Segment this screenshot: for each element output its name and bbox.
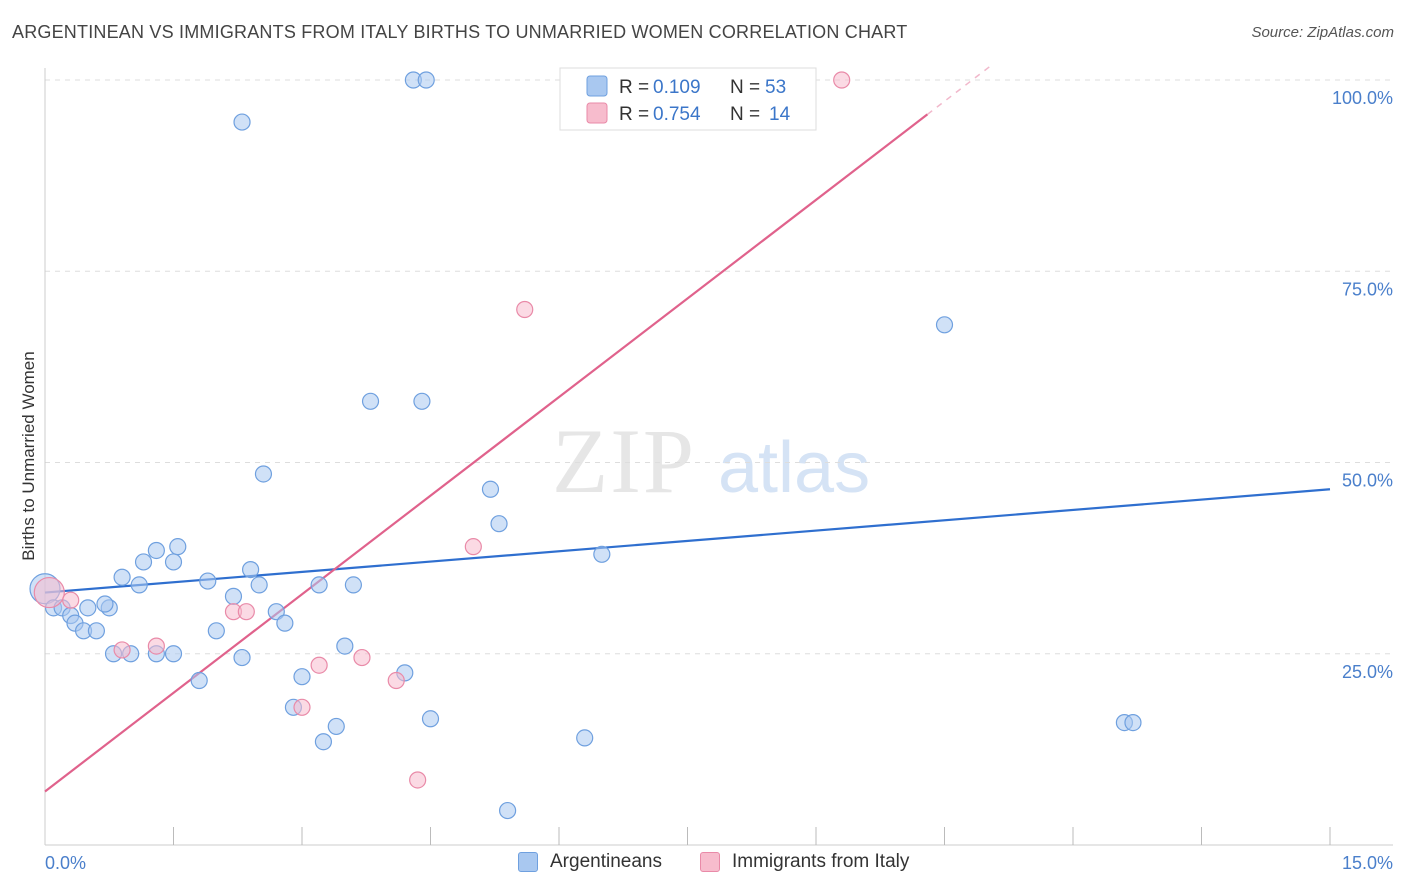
trendline-italy-extension [926, 64, 993, 116]
point-italy [237, 603, 255, 621]
point-argentineans [164, 553, 183, 571]
legend-n-value-1: 53 [765, 77, 786, 98]
point-italy [147, 637, 165, 655]
point-argentineans [310, 576, 328, 594]
point-argentineans [233, 648, 251, 667]
point-argentineans [336, 637, 354, 655]
tick-labels: 25.0% 50.0% 75.0% 100.0% 0.0% 15.0% [45, 88, 1393, 873]
point-italy [516, 300, 534, 319]
point-argentineans [421, 710, 440, 728]
legend-swatch-italy [586, 102, 608, 124]
legend-swatch-argentineans [586, 75, 608, 97]
point-argentineans [96, 595, 114, 613]
watermark-atlas: atlas [718, 428, 870, 508]
point-argentineans [190, 671, 208, 690]
point-argentineans [413, 392, 431, 410]
point-argentineans [314, 733, 333, 751]
y-tick-label: 100.0% [1332, 88, 1393, 108]
legend-swatch-pink [700, 852, 720, 872]
point-argentineans [344, 576, 362, 594]
point-italy [387, 671, 405, 690]
point-argentineans [481, 480, 500, 498]
legend-r-value-2: 0.754 [653, 104, 701, 125]
point-italy [33, 576, 65, 609]
point-argentineans [417, 71, 435, 89]
point-argentineans [130, 576, 148, 594]
point-argentineans [79, 599, 97, 617]
point-argentineans [327, 717, 345, 736]
point-argentineans [250, 576, 268, 594]
point-argentineans [164, 645, 183, 663]
legend-r-label-1: R = [619, 77, 649, 98]
point-argentineans [935, 316, 954, 334]
point-argentineans [113, 568, 131, 586]
y-tick-label: 25.0% [1342, 662, 1393, 682]
top-legend: R = 0.109 N = 53 R = 0.754 N = 14 [559, 67, 817, 131]
point-italy [293, 698, 311, 716]
axes [44, 68, 1393, 846]
point-argentineans [254, 465, 273, 483]
legend-swatch-blue [518, 852, 538, 872]
y-axis-label: Births to Unmarried Women [19, 351, 38, 560]
legend-n-label-2: N = [730, 104, 760, 125]
legend-item-italy: Immigrants from Italy [700, 851, 909, 873]
point-argentineans [267, 603, 285, 621]
point-argentineans [233, 113, 251, 131]
point-argentineans [593, 545, 611, 563]
legend-r-label-2: R = [619, 104, 649, 125]
point-italy [833, 71, 851, 89]
point-argentineans [276, 614, 294, 632]
point-argentineans [134, 553, 153, 571]
point-argentineans [169, 538, 187, 556]
watermark-zip: ZIP [552, 410, 696, 512]
point-italy [62, 591, 80, 609]
grid-lines [45, 79, 1393, 655]
x-tick-label: 0.0% [45, 853, 86, 873]
data-points [29, 71, 1142, 820]
point-argentineans [490, 515, 508, 533]
y-tick-label: 75.0% [1342, 279, 1393, 299]
bottom-legend: Argentineans Immigrants from Italy [0, 851, 1406, 877]
point-argentineans [87, 622, 106, 640]
point-italy [464, 538, 482, 556]
point-italy [310, 656, 328, 674]
chart-title: ARGENTINEAN VS IMMIGRANTS FROM ITALY BIR… [12, 22, 908, 42]
legend-label-italy: Immigrants from Italy [732, 851, 910, 872]
legend-item-argentineans: Argentineans [518, 851, 662, 873]
legend-n-label-1: N = [730, 77, 760, 98]
point-italy [113, 641, 131, 659]
x-tick-label: 15.0% [1342, 853, 1393, 873]
point-argentineans [293, 668, 311, 686]
point-argentineans [242, 560, 260, 579]
trendline-argentineans [44, 488, 1331, 594]
point-italy [353, 648, 371, 667]
point-argentineans [224, 587, 243, 605]
y-tick-label: 50.0% [1342, 471, 1393, 491]
point-argentineans [499, 801, 517, 820]
legend-r-value-1: 0.109 [653, 77, 701, 98]
point-argentineans [147, 541, 165, 560]
point-argentineans [576, 729, 594, 747]
legend-n-value-2: 14 [769, 104, 791, 125]
point-argentineans [361, 392, 380, 410]
point-argentineans [207, 622, 225, 640]
point-italy [409, 771, 427, 789]
point-argentineans [1124, 713, 1142, 732]
point-argentineans [199, 572, 217, 590]
legend-label-argentineans: Argentineans [550, 851, 662, 872]
source-credit: Source: ZipAtlas.com [1251, 24, 1394, 41]
